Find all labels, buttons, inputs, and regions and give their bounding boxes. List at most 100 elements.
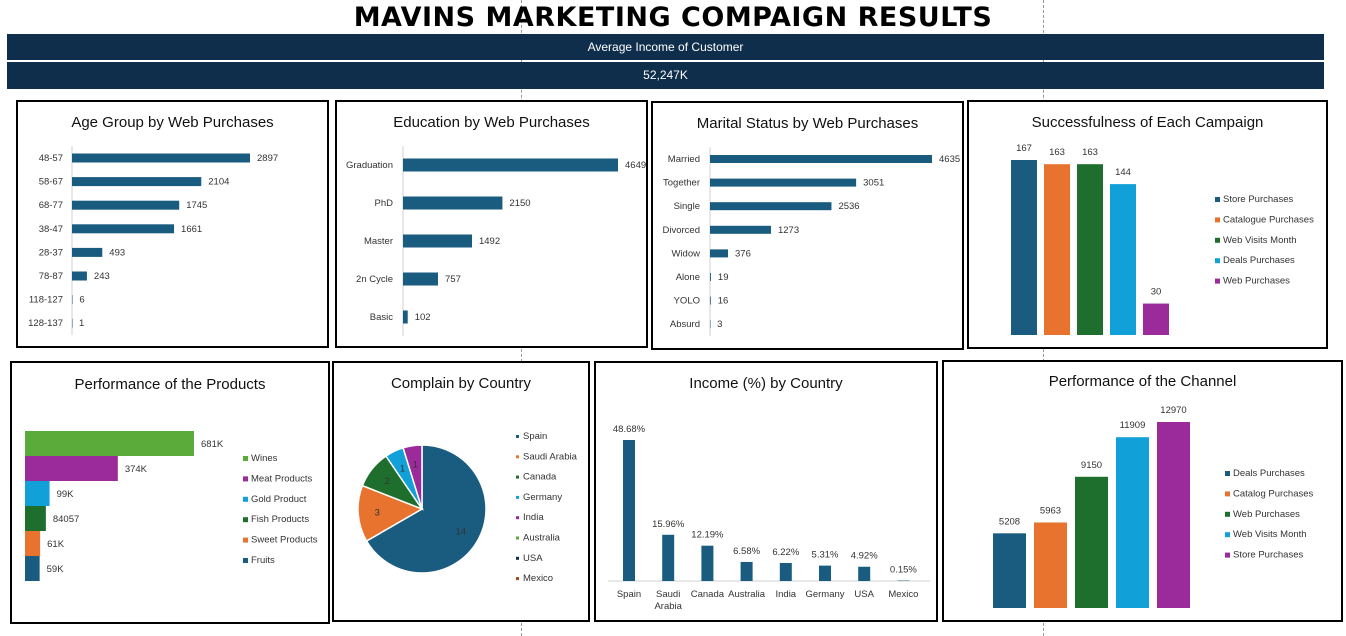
data-label: 5963 [1040, 505, 1061, 516]
bar [25, 531, 41, 556]
legend-label: Fruits [251, 555, 275, 566]
bar [1143, 303, 1169, 335]
legend-swatch [1225, 532, 1230, 538]
legend-swatch [516, 495, 519, 499]
category-label: Single [674, 201, 700, 212]
legend-swatch [516, 556, 519, 560]
panel-campaign[interactable]: Successfulness of Each Campaign 167 Store… [967, 100, 1328, 349]
legend-swatch [243, 517, 248, 523]
data-label: 167 [1016, 143, 1032, 154]
legend-swatch [1225, 511, 1230, 517]
data-label: 243 [94, 271, 110, 282]
bar [710, 178, 857, 187]
bar [1034, 522, 1067, 608]
category-label: Absurd [670, 319, 700, 330]
data-label: 4649 [625, 160, 646, 171]
chart-title: Income (%) by Country [689, 375, 843, 392]
data-label: 6 [79, 295, 84, 306]
panel-age-group[interactable]: Age Group by Web Purchases 48-57 2897 58-6… [16, 100, 329, 348]
panel-education[interactable]: Education by Web Purchases Graduation 464… [335, 100, 648, 348]
category-label: Arabia [654, 601, 682, 612]
legend-label: Catalog Purchases [1233, 488, 1314, 499]
bar [710, 155, 932, 163]
category-label: Australia [728, 589, 766, 600]
bar [662, 534, 675, 581]
category-label: YOLO [674, 296, 700, 307]
category-label: Basic [370, 312, 393, 323]
bar [710, 225, 771, 234]
bar [710, 202, 832, 211]
legend-swatch [516, 475, 519, 479]
bar [1116, 437, 1149, 608]
bar [403, 196, 503, 210]
legend-label: Saudi Arabia [523, 451, 578, 462]
data-label: 1492 [479, 236, 500, 247]
data-label: 102 [415, 312, 431, 323]
bar [403, 234, 472, 248]
panel-marital-status[interactable]: Marital Status by Web Purchases Married 4… [651, 101, 964, 350]
chart-title: Complain by Country [390, 375, 532, 392]
data-label: 3 [375, 507, 380, 518]
pie-slice [357, 484, 424, 543]
category-label: Widow [671, 248, 700, 259]
data-label: 681K [201, 439, 224, 450]
category-label: Germany [805, 589, 844, 600]
data-label: 376 [735, 248, 751, 259]
legend-label: Web Purchases [1223, 276, 1290, 287]
panel-income[interactable]: Income (%) by Country 48.68% Spain 15.96% S… [594, 361, 938, 622]
bar [403, 272, 439, 286]
legend-label: Store Purchases [1223, 194, 1293, 205]
panel-channel[interactable]: Performance of the Channel 5208 Deals Pur… [942, 360, 1343, 622]
bar [25, 506, 46, 531]
data-label: 9150 [1081, 460, 1102, 471]
legend-label: Web Visits Month [1223, 235, 1297, 246]
data-label: 48.68% [613, 424, 646, 435]
legend-label: Spain [523, 431, 547, 442]
bar [25, 556, 40, 581]
pie-slice [365, 444, 487, 574]
bar [1157, 422, 1190, 608]
bar [403, 310, 408, 324]
panel-products[interactable]: Performance of the Products 681K Wines 374… [10, 361, 330, 624]
bar [740, 561, 753, 581]
data-label: 16 [718, 296, 729, 307]
category-label: India [775, 589, 796, 600]
panel-complain[interactable]: Complain by Country 14 Spain 3 Saudi Arabia… [332, 361, 590, 622]
bar [1044, 164, 1070, 335]
bar [72, 153, 250, 163]
data-label: 6.58% [733, 546, 760, 557]
legend-label: Mexico [523, 573, 553, 584]
legend-label: Canada [523, 472, 557, 483]
data-label: 5208 [999, 516, 1020, 527]
data-label: 4635 [939, 154, 960, 165]
bar [403, 158, 618, 172]
category-label: 28-37 [39, 247, 63, 258]
legend-swatch [516, 516, 519, 520]
data-label: 757 [445, 274, 461, 285]
chart-title: Performance of the Channel [1048, 373, 1237, 390]
legend-swatch [1215, 217, 1220, 223]
category-label: 78-87 [39, 271, 63, 282]
legend-swatch [516, 435, 519, 438]
category-label: Saudi [656, 589, 680, 600]
category-label: Married [668, 154, 700, 165]
data-label: 14 [456, 526, 467, 537]
legend-label: Web Purchases [1233, 509, 1300, 520]
data-label: 2897 [257, 153, 278, 164]
chart-title: Performance of the Products [74, 376, 266, 393]
category-label: 2n Cycle [356, 274, 393, 285]
data-label: 1 [79, 318, 84, 329]
legend-label: Deals Purchases [1233, 468, 1305, 479]
legend-swatch [516, 577, 519, 581]
data-label: 15.96% [652, 519, 685, 530]
legend-swatch [243, 476, 248, 482]
legend-label: Gold Product [251, 494, 307, 505]
legend-label: Store Purchases [1233, 550, 1303, 561]
legend-swatch [1225, 491, 1230, 497]
data-label: 6.22% [772, 547, 799, 558]
data-label: 12970 [1160, 405, 1186, 416]
legend-label: USA [523, 553, 543, 564]
bar [1011, 160, 1037, 335]
bar [710, 273, 711, 281]
chart-title: Marital Status by Web Purchases [696, 115, 919, 132]
